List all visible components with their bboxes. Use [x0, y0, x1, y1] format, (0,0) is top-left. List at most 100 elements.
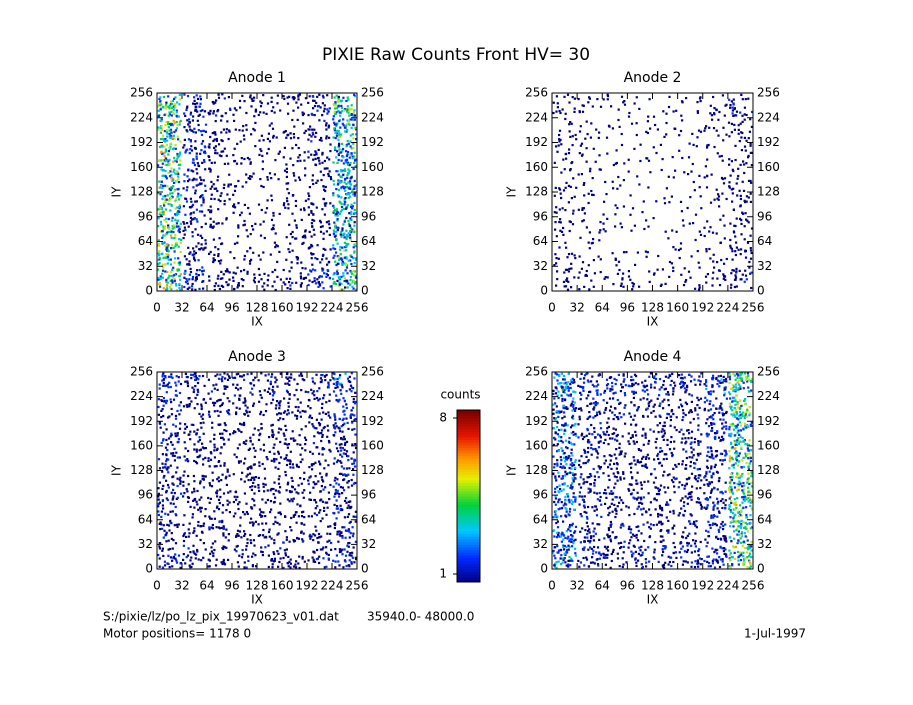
pixel	[321, 267, 324, 270]
pixel	[340, 531, 343, 534]
pixel	[170, 234, 173, 237]
pixel	[743, 136, 746, 139]
pixel	[570, 557, 573, 560]
pixel	[212, 384, 215, 387]
pixel	[660, 529, 663, 532]
pixel	[318, 423, 322, 426]
pixel	[183, 126, 186, 129]
pixel	[734, 144, 737, 147]
pixel	[696, 110, 699, 113]
pixel	[353, 192, 356, 195]
pixel	[327, 491, 330, 494]
pixel	[245, 511, 248, 514]
pixel	[687, 542, 690, 545]
pixel	[336, 132, 339, 135]
pixel	[622, 179, 625, 182]
pixel	[166, 231, 169, 234]
pixel	[730, 131, 733, 134]
pixel	[556, 520, 559, 523]
pixel	[252, 379, 255, 382]
pixel	[553, 529, 556, 532]
pixel	[326, 532, 329, 535]
pixel	[307, 515, 310, 518]
pixel	[178, 231, 181, 234]
pixel	[697, 565, 700, 568]
pixel	[352, 532, 355, 535]
pixel	[175, 559, 178, 562]
pixel	[161, 499, 164, 502]
pixel	[555, 211, 558, 214]
pixel	[220, 192, 223, 195]
pixel	[312, 253, 315, 256]
pixel	[253, 276, 256, 279]
pixel	[349, 269, 352, 273]
pixel	[635, 525, 638, 529]
pixel	[168, 146, 171, 150]
pixel	[159, 426, 162, 429]
pixel	[345, 266, 349, 269]
pixel	[213, 404, 216, 407]
pixel	[243, 268, 246, 272]
x-tick-label: 256	[742, 301, 765, 315]
pixel	[707, 520, 710, 523]
pixel	[162, 234, 165, 237]
pixel	[187, 246, 190, 249]
pixel	[563, 548, 566, 551]
pixel	[221, 436, 224, 439]
pixel	[213, 288, 216, 292]
pixel	[665, 112, 668, 115]
pixel	[697, 549, 700, 553]
pixel	[257, 113, 260, 117]
pixel	[303, 560, 306, 563]
pixel	[615, 149, 618, 152]
pixel	[325, 124, 328, 127]
pixel	[200, 226, 203, 229]
pixel	[167, 218, 170, 221]
pixel	[588, 288, 591, 291]
pixel	[186, 490, 189, 493]
pixel	[313, 99, 316, 102]
pixel	[167, 199, 170, 202]
time-range: 35940.0- 48000.0	[367, 610, 474, 624]
pixel	[335, 251, 338, 254]
pixel	[172, 108, 175, 111]
pixel	[184, 281, 188, 284]
pixel	[353, 224, 356, 227]
pixel	[327, 553, 330, 556]
pixel	[352, 257, 355, 260]
pixel	[197, 259, 200, 262]
pixel	[291, 147, 294, 150]
pixel	[288, 393, 291, 396]
pixel	[565, 157, 568, 160]
pixel	[747, 154, 750, 157]
pixel	[292, 497, 295, 500]
pixel	[291, 500, 294, 503]
pixel	[614, 162, 617, 165]
pixel	[552, 551, 555, 554]
pixel	[602, 552, 605, 555]
pixel	[246, 473, 249, 476]
pixel	[556, 102, 559, 105]
pixel	[158, 501, 161, 504]
pixel	[349, 259, 352, 262]
pixel	[200, 496, 203, 499]
pixel	[340, 170, 343, 173]
pixel	[353, 419, 356, 422]
pixel	[710, 173, 713, 176]
pixel	[169, 547, 172, 551]
pixel	[172, 160, 175, 163]
pixel	[313, 104, 317, 108]
pixel	[635, 133, 638, 137]
pixel	[591, 105, 594, 108]
pixel	[595, 128, 598, 131]
pixel	[184, 562, 187, 565]
pixel	[348, 156, 351, 159]
pixel	[321, 374, 324, 377]
pixel	[341, 261, 344, 264]
pixel	[319, 509, 322, 512]
pixel	[173, 261, 176, 264]
pixel	[166, 132, 169, 135]
pixel	[567, 528, 570, 531]
pixel	[555, 206, 558, 209]
pixel	[745, 218, 748, 221]
